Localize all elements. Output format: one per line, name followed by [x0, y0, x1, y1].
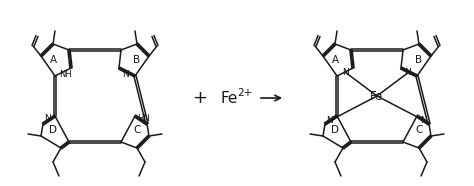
Text: C: C [133, 125, 141, 135]
Text: HN: HN [137, 113, 149, 123]
Text: A: A [49, 55, 56, 65]
Text: A: A [331, 55, 338, 65]
Text: N: N [405, 68, 411, 76]
Text: +: + [192, 89, 208, 107]
Text: NH: NH [59, 70, 72, 78]
Text: B: B [415, 55, 422, 65]
Text: N: N [122, 70, 128, 78]
Text: B: B [134, 55, 141, 65]
Text: N: N [343, 68, 349, 76]
Text: C: C [415, 125, 423, 135]
Text: D: D [49, 125, 57, 135]
Text: 2+: 2+ [237, 88, 252, 98]
Text: Fe: Fe [220, 91, 237, 105]
Text: Fe: Fe [370, 89, 383, 102]
Text: N: N [420, 116, 428, 124]
Text: N: N [44, 113, 50, 123]
Text: D: D [331, 125, 339, 135]
FancyArrowPatch shape [261, 95, 280, 101]
Text: N: N [327, 116, 333, 124]
